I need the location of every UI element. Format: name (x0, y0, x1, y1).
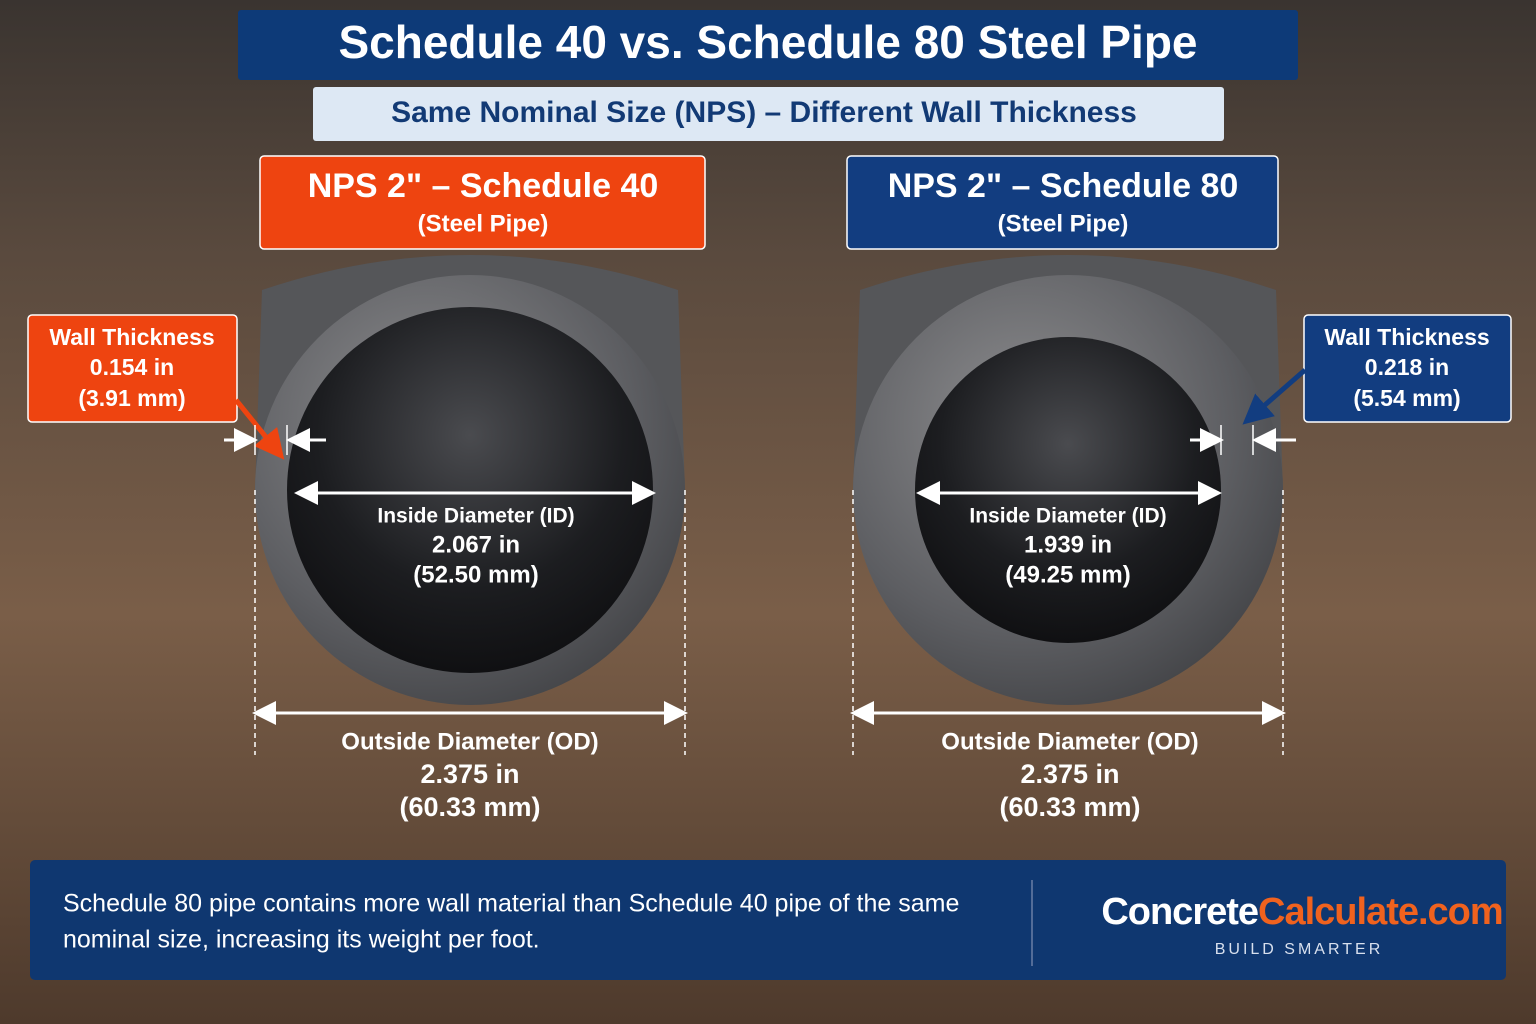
od-mm: (60.33 mm) (999, 792, 1140, 822)
title: Schedule 40 vs. Schedule 80 Steel Pipe (338, 16, 1197, 68)
wall-callout (1303, 314, 1512, 423)
pipe-40 (255, 255, 685, 705)
brand: ConcreteCalculate.com (1101, 891, 1502, 933)
footer-line: nominal size, increasing its weight per … (63, 926, 540, 954)
tagline: BUILD SMARTER (1215, 941, 1384, 958)
pipe-heading: NPS 2" – Schedule 40 (308, 167, 659, 205)
id-label: Inside Diameter (ID) (377, 505, 574, 528)
od-inches: 2.375 in (1020, 759, 1119, 789)
wall-inches: 0.154 in (90, 354, 174, 380)
wall-mm: (5.54 mm) (1353, 385, 1460, 411)
subtitle-box (313, 87, 1224, 141)
pipe-heading: NPS 2" – Schedule 80 (888, 167, 1239, 205)
id-inches: 2.067 in (432, 531, 520, 558)
header-box (846, 155, 1279, 250)
wall-label: Wall Thickness (49, 324, 214, 350)
brand-part: Concrete (1101, 891, 1258, 933)
wall-mm: (3.91 mm) (78, 385, 185, 411)
od-mm: (60.33 mm) (399, 792, 540, 822)
od-inches: 2.375 in (420, 759, 519, 789)
wall-inches: 0.218 in (1365, 354, 1449, 380)
od-label: Outside Diameter (OD) (941, 728, 1198, 755)
wall-callout (27, 314, 238, 423)
header-box (259, 155, 706, 250)
id-label: Inside Diameter (ID) (969, 505, 1166, 528)
title-box (238, 10, 1298, 80)
pipe-material: (Steel Pipe) (418, 210, 549, 237)
od-label: Outside Diameter (OD) (341, 728, 598, 755)
pipe-material: (Steel Pipe) (998, 210, 1129, 237)
id-mm: (49.25 mm) (1005, 561, 1130, 588)
footer-line: Schedule 80 pipe contains more wall mate… (63, 890, 959, 918)
id-mm: (52.50 mm) (413, 561, 538, 588)
id-inches: 1.939 in (1024, 531, 1112, 558)
wall-label: Wall Thickness (1324, 324, 1489, 350)
pipe-80 (853, 255, 1283, 705)
subtitle: Same Nominal Size (NPS) – Different Wall… (391, 96, 1137, 129)
dimensions (224, 425, 1296, 755)
wall-pointer (1242, 368, 1307, 425)
wall-pointer (234, 398, 285, 460)
brand-part: Calculate.com (1258, 891, 1503, 933)
footer-box (30, 860, 1506, 980)
